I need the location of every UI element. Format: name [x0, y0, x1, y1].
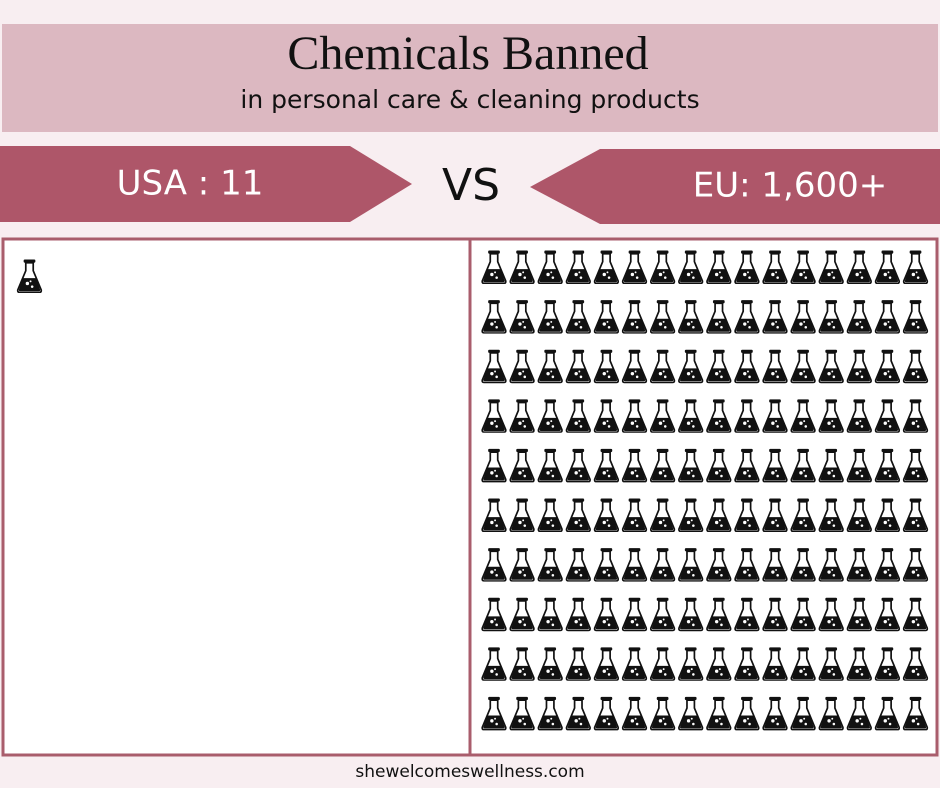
left-label: USA : 11 [117, 164, 264, 204]
left-panel [1, 237, 472, 757]
title: Chemicals Banned [287, 27, 648, 80]
left-banner [0, 146, 412, 222]
right-label: EU: 1,600+ [693, 166, 887, 206]
header-band [2, 24, 938, 132]
footer: shewelcomeswellness.com [355, 762, 584, 782]
right-banner [530, 149, 940, 224]
separator: VS [442, 160, 500, 211]
subtitle: in personal care & cleaning products [240, 85, 699, 114]
